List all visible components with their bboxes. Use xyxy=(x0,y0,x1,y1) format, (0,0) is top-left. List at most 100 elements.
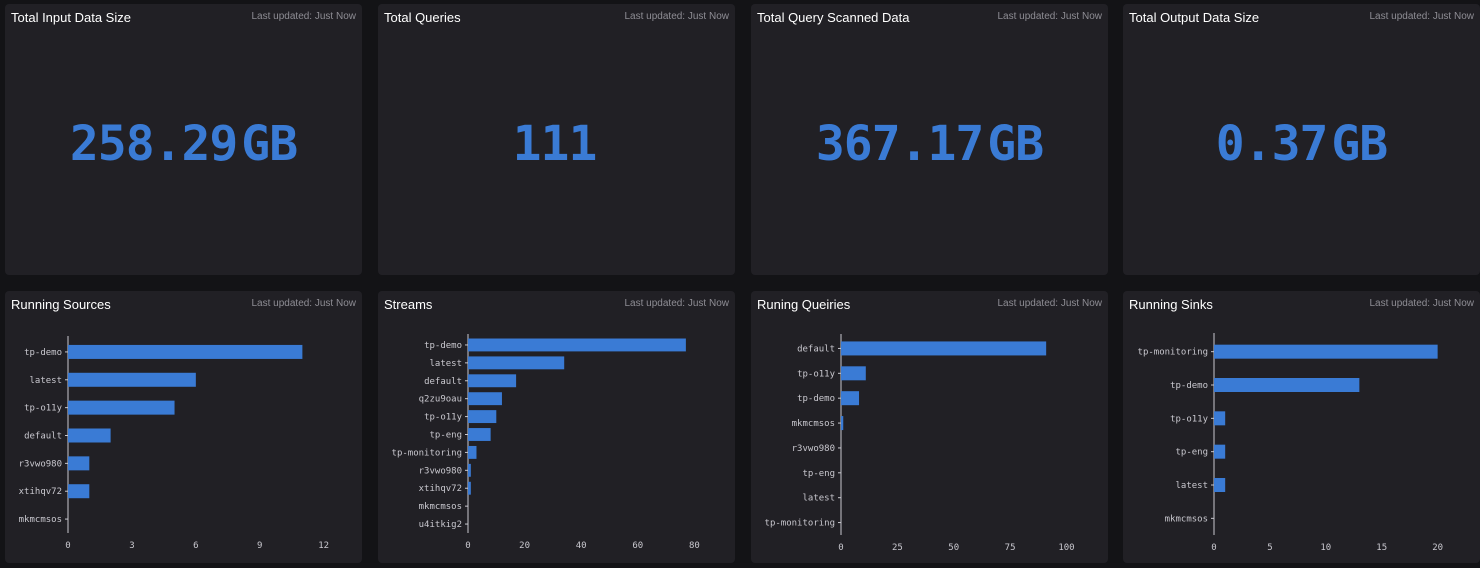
y-tick-label: tp-demo xyxy=(797,394,835,404)
bar-tp-demo xyxy=(1214,378,1360,392)
card-title: Total Input Data Size xyxy=(11,10,131,25)
y-tick-label: tp-o11y xyxy=(24,404,63,414)
last-updated-label: Last updated: Just Now xyxy=(624,298,729,309)
y-tick-label: tp-monitoring xyxy=(765,519,835,529)
stat-number: 111 xyxy=(512,116,598,172)
stat-unit: GB xyxy=(987,116,1044,172)
bar-xtihqv72 xyxy=(68,484,90,499)
bar-tp-demo xyxy=(841,391,860,406)
y-tick-label: tp-o11y xyxy=(1170,414,1209,424)
x-tick-label: 15 xyxy=(1376,543,1387,553)
bar-tp-demo xyxy=(68,344,303,359)
y-tick-label: latest xyxy=(29,376,62,386)
bar-latest xyxy=(1214,478,1226,492)
y-tick-label: tp-demo xyxy=(24,348,62,358)
last-updated-label: Last updated: Just Now xyxy=(997,11,1102,22)
x-tick-label: 100 xyxy=(1058,543,1074,553)
card-title: Running Sinks xyxy=(1129,297,1213,312)
y-tick-label: latest xyxy=(802,494,835,504)
x-tick-label: 9 xyxy=(257,541,262,551)
last-updated-label: Last updated: Just Now xyxy=(251,298,356,309)
y-tick-label: default xyxy=(424,377,462,387)
y-tick-label: latest xyxy=(1175,481,1208,491)
y-tick-label: mkmcmsos xyxy=(1165,514,1208,524)
x-tick-label: 0 xyxy=(465,541,470,551)
bar-tp-eng xyxy=(468,428,491,441)
card-title: Runing Queiries xyxy=(757,297,851,312)
x-tick-label: 80 xyxy=(689,541,700,551)
y-tick-label: mkmcmsos xyxy=(19,515,62,525)
bar-tp-o11y xyxy=(468,410,497,424)
stat-number: 258.29 xyxy=(69,116,238,172)
x-tick-label: 0 xyxy=(838,543,843,553)
y-tick-label: xtihqv72 xyxy=(419,484,462,494)
y-tick-label: tp-demo xyxy=(424,341,462,351)
y-tick-label: mkmcmsos xyxy=(419,502,462,512)
stat-number: 367.17 xyxy=(815,116,984,172)
bar-tp-o11y xyxy=(841,366,866,381)
x-tick-label: 20 xyxy=(1432,543,1443,553)
y-tick-label: tp-eng xyxy=(802,469,835,479)
last-updated-label: Last updated: Just Now xyxy=(251,11,356,22)
bar-chart-running-sinks: tp-monitoring tp-demo tp-o11y tp-eng latest m… xyxy=(1138,333,1443,553)
x-tick-label: 5 xyxy=(1267,543,1272,553)
stat-value: 111 xyxy=(378,116,735,172)
stat-value: 0.37GB xyxy=(1123,116,1480,172)
x-tick-label: 3 xyxy=(129,541,134,551)
x-tick-label: 20 xyxy=(519,541,530,551)
stat-value: 367.17GB xyxy=(751,116,1108,172)
y-tick-label: tp-o11y xyxy=(424,413,463,423)
card-title: Total Output Data Size xyxy=(1129,10,1260,25)
y-tick-label: default xyxy=(24,432,62,442)
bar-tp-monitoring xyxy=(1214,344,1438,359)
x-tick-label: 12 xyxy=(318,541,329,551)
stat-card-total-input: Total Input Data Size Last updated: Just… xyxy=(5,4,362,275)
stat-card-total-output: Total Output Data Size Last updated: Jus… xyxy=(1123,4,1480,275)
stat-number: 0.37 xyxy=(1215,116,1329,172)
y-tick-label: tp-eng xyxy=(429,431,462,441)
chart-card-streams: Streams Last updated: Just Now tp-demo la… xyxy=(378,291,735,563)
card-title: Total Queries xyxy=(384,10,461,25)
y-tick-label: tp-demo xyxy=(1170,381,1208,391)
bar-tp-o11y xyxy=(1214,411,1226,426)
bar-chart-running-sources: tp-demo latest tp-o11y default r3vwo980 xtihq… xyxy=(19,336,329,551)
last-updated-label: Last updated: Just Now xyxy=(1369,298,1474,309)
y-tick-label: tp-eng xyxy=(1175,448,1208,458)
stat-card-total-scanned: Total Query Scanned Data Last updated: J… xyxy=(751,4,1108,275)
x-tick-label: 50 xyxy=(948,543,959,553)
card-title: Streams xyxy=(384,297,433,312)
y-tick-label: q2zu9oau xyxy=(419,395,462,405)
y-tick-label: tp-o11y xyxy=(797,369,836,379)
bar-tp-eng xyxy=(1214,444,1226,459)
y-tick-label: r3vwo980 xyxy=(419,466,462,476)
x-tick-label: 40 xyxy=(576,541,587,551)
bar-default xyxy=(468,374,517,388)
y-tick-label: latest xyxy=(429,359,462,369)
bar-latest xyxy=(68,372,196,387)
last-updated-label: Last updated: Just Now xyxy=(1369,11,1474,22)
y-tick-label: default xyxy=(797,344,835,354)
bar-default xyxy=(841,341,1047,356)
y-tick-label: u4itkig2 xyxy=(419,520,462,530)
bar-r3vwo980 xyxy=(68,456,90,471)
y-tick-label: mkmcmsos xyxy=(792,419,835,429)
bar-q2zu9oau xyxy=(468,392,502,406)
x-tick-label: 60 xyxy=(632,541,643,551)
y-tick-label: r3vwo980 xyxy=(19,459,62,469)
y-tick-label: xtihqv72 xyxy=(19,487,62,497)
bar-r3vwo980 xyxy=(468,463,471,477)
bar-chart-streams: tp-demo latest default q2zu9oau tp-o11y tp-en… xyxy=(392,334,700,551)
bar-tp-o11y xyxy=(68,400,175,415)
last-updated-label: Last updated: Just Now xyxy=(624,11,729,22)
y-tick-label: tp-monitoring xyxy=(392,448,462,458)
card-title: Total Query Scanned Data xyxy=(757,10,910,25)
chart-card-running-sources: Running Sources Last updated: Just Now t… xyxy=(5,291,362,563)
bar-tp-monitoring xyxy=(468,445,477,459)
chart-card-running-sinks: Running Sinks Last updated: Just Now tp-… xyxy=(1123,291,1480,563)
x-tick-label: 6 xyxy=(193,541,198,551)
stat-value: 258.29GB xyxy=(5,116,362,172)
x-tick-label: 75 xyxy=(1005,543,1016,553)
stat-unit: GB xyxy=(1331,116,1388,172)
last-updated-label: Last updated: Just Now xyxy=(997,298,1102,309)
